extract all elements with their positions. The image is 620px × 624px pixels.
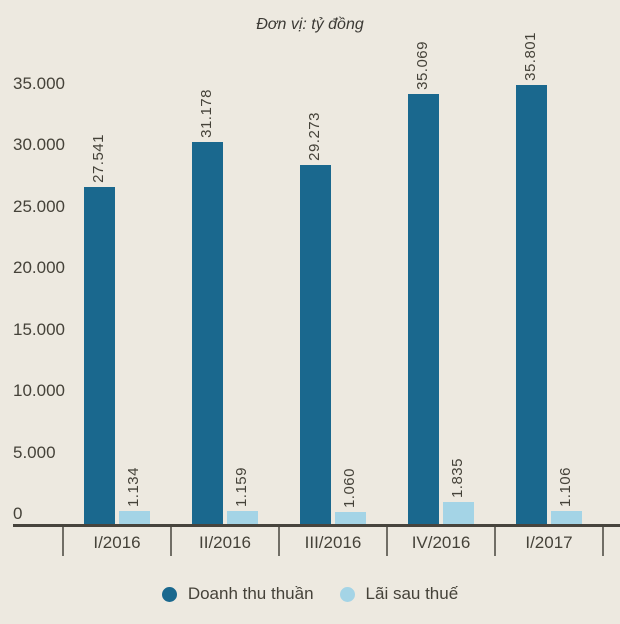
- bar-doanh-thu-thuan: [192, 141, 223, 525]
- bar-lai-sau-thue: [227, 510, 258, 525]
- bar-value-label: 31.178: [197, 89, 215, 138]
- bar-lai-sau-thue: [119, 511, 150, 525]
- bar-value-label: 1.835: [448, 458, 466, 499]
- bar-doanh-thu-thuan: [300, 165, 331, 525]
- y-tick-label: 5.000: [13, 442, 56, 462]
- bar-value-label: 35.801: [521, 32, 539, 82]
- x-category-label: I/2016: [93, 533, 141, 552]
- y-tick-label: 20.000: [13, 258, 65, 278]
- x-axis-tick: [278, 527, 280, 556]
- profit-legend-dot-icon: [339, 586, 355, 602]
- bar-value-label: 1.106: [556, 467, 574, 508]
- bar-value-label: 1.134: [124, 467, 142, 508]
- y-tick-label: 25.000: [13, 196, 65, 216]
- bar-doanh-thu-thuan: [84, 186, 115, 525]
- legend-item-revenue: Doanh thu thuần: [161, 584, 314, 604]
- y-tick-label: 30.000: [13, 135, 65, 155]
- x-axis-tick: [602, 527, 604, 556]
- bar-doanh-thu-thuan: [408, 94, 439, 525]
- bar-value-label: 35.069: [413, 41, 431, 91]
- bar-value-label: 29.273: [305, 112, 323, 162]
- y-tick-label: 10.000: [13, 381, 65, 401]
- y-tick-label: 0: [13, 504, 23, 523]
- x-category-label: III/2016: [304, 533, 362, 552]
- legend: Doanh thu thuần Lãi sau thuế: [0, 584, 620, 604]
- y-tick-label: 35.000: [13, 74, 65, 93]
- x-category-label: IV/2016: [411, 533, 471, 552]
- revenue-legend-label: Doanh thu thuần: [187, 584, 314, 603]
- x-axis-tick: [62, 527, 64, 556]
- bar-value-label: 1.159: [232, 466, 250, 507]
- bar-lai-sau-thue: [551, 511, 582, 525]
- x-axis-tick: [170, 527, 172, 556]
- y-tick-label: 15.000: [13, 319, 65, 339]
- chart-title: Đơn vị: tỷ đồng: [256, 16, 364, 33]
- bar-lai-sau-thue: [443, 502, 474, 525]
- x-category-label: I/2017: [525, 533, 573, 552]
- x-category-label: II/2016: [199, 533, 251, 552]
- x-axis-tick: [494, 527, 496, 556]
- legend-item-profit: Lãi sau thuế: [339, 584, 459, 604]
- bar-lai-sau-thue: [335, 511, 366, 525]
- revenue-legend-dot-icon: [161, 586, 177, 602]
- bar-value-label: 27.541: [89, 133, 107, 183]
- bar-value-label: 1.060: [340, 467, 358, 508]
- bar-doanh-thu-thuan: [516, 85, 547, 525]
- profit-legend-label: Lãi sau thuế: [365, 584, 459, 603]
- x-axis-tick: [386, 527, 388, 556]
- x-axis-line: [13, 524, 620, 527]
